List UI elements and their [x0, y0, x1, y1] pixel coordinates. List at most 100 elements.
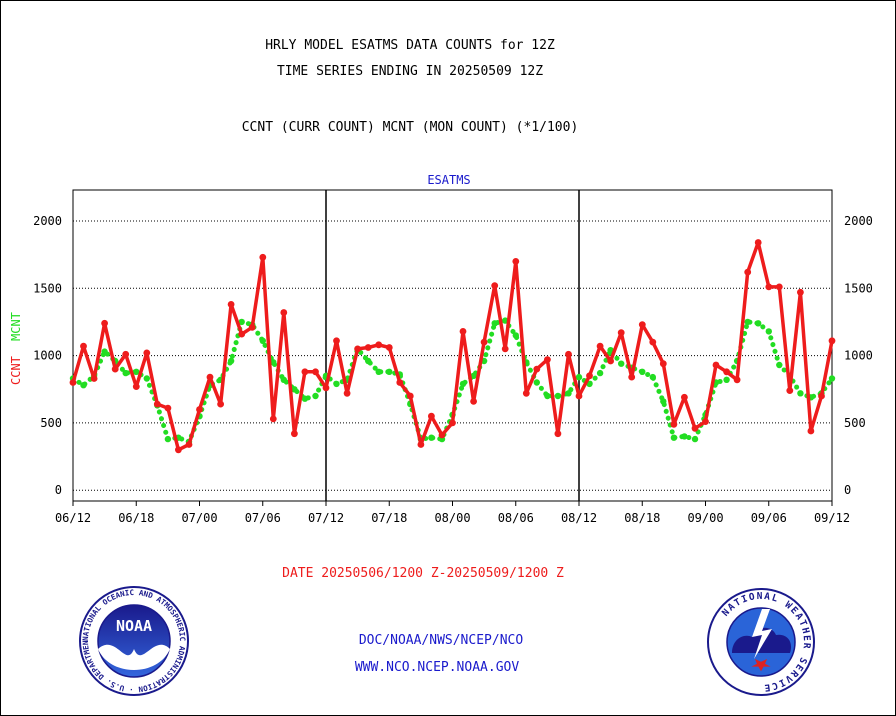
- data-point-ccnt: [744, 268, 752, 276]
- data-point-mcnt: [101, 348, 108, 355]
- data-point-ccnt: [238, 330, 246, 338]
- panel-label: ESATMS: [427, 173, 470, 187]
- x-tick-label: 09/00: [687, 511, 723, 525]
- data-point-ccnt: [470, 398, 477, 405]
- data-point-mcnt: [291, 386, 298, 393]
- data-point-ccnt: [333, 337, 340, 345]
- x-tick-label: 08/12: [561, 511, 597, 525]
- data-point-mcnt: [365, 357, 372, 365]
- data-point-ccnt: [797, 288, 804, 296]
- data-point-mcnt: [776, 361, 783, 369]
- data-point-mcnt: [828, 375, 836, 382]
- grid-lines: [73, 220, 832, 491]
- data-point-ccnt: [775, 283, 783, 291]
- data-point-ccnt: [69, 379, 77, 386]
- x-tick-label: 08/18: [624, 511, 660, 525]
- data-point-mcnt: [470, 372, 477, 379]
- data-point-ccnt: [554, 430, 562, 438]
- x-tick-label: 07/00: [181, 511, 217, 525]
- data-point-mcnt: [618, 360, 625, 367]
- data-point-ccnt: [828, 337, 836, 345]
- data-point-ccnt: [723, 368, 730, 376]
- data-point-mcnt: [333, 380, 340, 388]
- chart-title-line1: HRLY MODEL ESATMS DATA COUNTS for 12Z: [265, 38, 555, 53]
- data-point-mcnt: [259, 337, 266, 344]
- x-tick-labels: 06/12 06/18 07/00 07/06 07/12 07/18 08/00 08/06…: [55, 501, 850, 525]
- data-point-ccnt: [438, 431, 446, 439]
- data-point-mcnt: [270, 359, 277, 366]
- data-point-ccnt: [765, 283, 773, 291]
- data-point-ccnt: [818, 392, 825, 400]
- data-point-ccnt: [248, 323, 256, 331]
- data-point-ccnt: [575, 392, 583, 400]
- data-point-ccnt: [596, 342, 604, 350]
- chart-subtitle: CCNT (CURR COUNT) MCNT (MON COUNT) (*1/1…: [241, 120, 579, 135]
- data-point-ccnt: [301, 368, 309, 376]
- data-point-ccnt: [681, 393, 688, 401]
- data-point-ccnt: [122, 350, 130, 358]
- data-point-mcnt: [428, 434, 435, 441]
- y-tick-label-right: 500: [844, 416, 866, 430]
- data-point-ccnt: [807, 427, 815, 435]
- data-point-mcnt: [164, 435, 172, 443]
- y-tick-label-right: 1000: [844, 349, 873, 363]
- y-tick-label-left: 500: [40, 416, 62, 430]
- data-point-mcnt: [691, 435, 699, 443]
- data-point-ccnt: [312, 368, 319, 376]
- data-point-ccnt: [459, 328, 467, 335]
- data-point-ccnt: [754, 239, 762, 246]
- data-point-mcnt: [744, 318, 751, 326]
- data-point-ccnt: [522, 389, 530, 397]
- data-point-ccnt: [491, 282, 499, 289]
- data-point-ccnt: [364, 344, 372, 351]
- nws-logo: NATIONAL WEATHER SERVICE: [707, 588, 815, 696]
- data-point-mcnt: [670, 434, 678, 441]
- data-point-ccnt: [375, 341, 383, 349]
- data-point-ccnt: [638, 321, 646, 328]
- series-line-ccnt: [71, 240, 834, 452]
- data-point-mcnt: [797, 390, 804, 397]
- website-link[interactable]: WWW.NCO.NCEP.NOAA.GOV: [354, 660, 520, 675]
- data-point-ccnt: [269, 415, 277, 423]
- x-tick-label: 09/12: [814, 511, 850, 525]
- data-point-ccnt: [428, 412, 435, 420]
- y-tick-labels: 0 0 500 500 1000 1000 1500 1500 2000 2000: [33, 214, 873, 497]
- data-point-mcnt: [639, 368, 646, 375]
- y-tick-label-right: 0: [844, 483, 851, 497]
- x-tick-label: 07/18: [371, 511, 407, 525]
- data-point-mcnt: [375, 368, 382, 375]
- data-point-ccnt: [164, 404, 172, 412]
- data-point-mcnt: [227, 357, 235, 365]
- noaa-logo-text: NOAA: [116, 617, 152, 635]
- data-point-mcnt: [723, 376, 730, 383]
- date-range-label: DATE 20250506/1200 Z-20250509/1200 Z: [282, 566, 564, 581]
- data-point-ccnt: [143, 349, 151, 357]
- data-point-mcnt: [544, 392, 551, 400]
- y-tick-label-left: 1500: [33, 281, 62, 295]
- data-point-ccnt: [712, 361, 720, 369]
- data-point-ccnt: [196, 406, 203, 413]
- data-point-mcnt: [596, 369, 604, 377]
- data-point-ccnt: [501, 345, 509, 353]
- data-point-mcnt: [122, 369, 129, 377]
- data-point-ccnt: [406, 392, 414, 400]
- data-point-ccnt: [280, 309, 288, 316]
- data-point-ccnt: [628, 373, 636, 381]
- x-tick-label: 07/06: [245, 511, 281, 525]
- data-point-ccnt: [533, 365, 541, 373]
- data-point-mcnt: [238, 318, 245, 326]
- y-axis-label-mcnt: MCNT: [9, 312, 23, 341]
- data-point-mcnt: [554, 392, 562, 400]
- data-point-mcnt: [459, 380, 467, 388]
- data-point-ccnt: [733, 376, 741, 384]
- data-point-mcnt: [386, 368, 393, 375]
- data-point-ccnt: [153, 400, 161, 408]
- data-point-mcnt: [565, 390, 572, 397]
- data-point-ccnt: [322, 384, 330, 392]
- data-point-mcnt: [660, 398, 667, 405]
- x-tick-label: 09/06: [751, 511, 787, 525]
- data-point-ccnt: [259, 253, 267, 261]
- x-tick-label: 08/00: [434, 511, 470, 525]
- data-point-ccnt: [175, 446, 182, 454]
- panel-dividers: [325, 190, 580, 501]
